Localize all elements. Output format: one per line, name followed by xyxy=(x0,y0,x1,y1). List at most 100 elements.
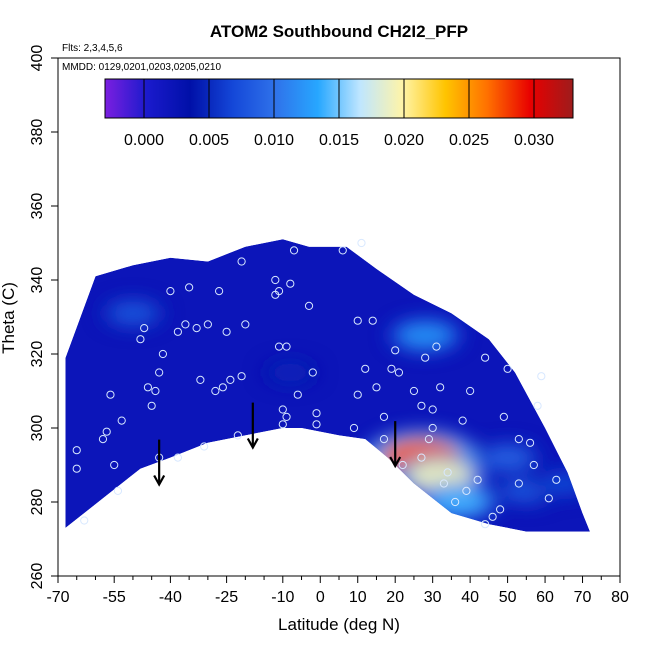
sample-markers xyxy=(72,238,561,529)
y-tick-label: 260 xyxy=(29,563,46,590)
colorbar-tick-label: 0.025 xyxy=(449,132,489,149)
sample-point xyxy=(106,390,115,399)
sample-point xyxy=(136,335,145,344)
sample-point xyxy=(117,416,126,425)
sample-point xyxy=(286,279,295,288)
x-tick-label: 30 xyxy=(424,589,442,606)
flights-annotation: Flts: 2,3,4,5,6 xyxy=(62,43,123,54)
x-tick-label: 50 xyxy=(499,589,517,606)
arrow-head xyxy=(389,456,402,469)
sample-point xyxy=(488,512,497,521)
sample-point xyxy=(274,287,284,296)
sample-point xyxy=(424,435,434,444)
sample-point xyxy=(192,324,201,333)
sample-point xyxy=(525,438,535,447)
dates-annotation: MMDD: 0129,0201,0203,0205,0210 xyxy=(62,62,221,73)
x-tick-label: -25 xyxy=(215,589,238,606)
sample-point xyxy=(196,375,205,384)
sample-point xyxy=(203,320,212,329)
sample-point xyxy=(110,460,119,470)
sample-point xyxy=(211,386,220,396)
hotspot-core xyxy=(483,446,532,469)
hotspot-core xyxy=(269,363,312,382)
colorbar-tick-label: 0.015 xyxy=(319,132,359,149)
x-tick-label: 70 xyxy=(574,589,592,606)
sample-point xyxy=(312,420,321,429)
sample-point xyxy=(357,238,366,248)
sample-point xyxy=(466,386,475,396)
sample-point xyxy=(173,327,182,336)
sample-point xyxy=(409,386,419,396)
x-axis: -70 -55 -40 -25 -10 0 10 20 30 40 50 60 70 80 xyxy=(46,576,629,606)
sample-point xyxy=(391,346,400,355)
sample-point xyxy=(462,486,471,495)
x-tick-label: 0 xyxy=(316,589,325,606)
sample-point xyxy=(372,383,381,392)
sample-point xyxy=(428,423,437,433)
arrow-head xyxy=(246,437,259,450)
sample-point xyxy=(181,320,190,329)
colorbar-tick-label: 0.010 xyxy=(254,132,294,149)
y-axis-label: Theta (C) xyxy=(0,282,18,354)
sample-point xyxy=(368,316,377,325)
sample-point xyxy=(432,342,441,351)
y-tick-label: 380 xyxy=(29,119,46,146)
sample-point xyxy=(185,283,194,292)
sample-point xyxy=(349,423,359,433)
y-axis: 260 280 300 320 340 360 380 400 xyxy=(29,45,58,590)
x-tick-label: -70 xyxy=(46,589,69,606)
sample-point xyxy=(417,401,426,410)
sample-point xyxy=(282,342,291,351)
sample-point xyxy=(173,453,182,462)
sample-point xyxy=(312,409,321,418)
sample-point xyxy=(155,368,164,377)
sample-point xyxy=(278,405,287,414)
sample-point xyxy=(271,275,280,285)
arrow-markers xyxy=(153,402,402,487)
sample-point xyxy=(338,246,347,255)
sample-point xyxy=(544,494,553,503)
chart-title: ATOM2 Southbound CH2I2_PFP xyxy=(210,22,468,41)
sample-point xyxy=(503,364,512,373)
sample-point xyxy=(353,390,362,399)
sample-point xyxy=(143,383,153,392)
sample-point xyxy=(443,468,452,477)
sample-point xyxy=(226,375,235,384)
sample-point xyxy=(514,435,523,444)
colorbar-tick-label: 0.020 xyxy=(384,132,424,149)
sample-point xyxy=(140,324,149,333)
x-tick-label: -55 xyxy=(103,589,126,606)
sample-point xyxy=(158,349,168,359)
arrow-head xyxy=(153,474,166,487)
sample-point xyxy=(421,353,430,362)
colorbar-tick-label: 0.030 xyxy=(514,132,554,149)
colorbar-tick-label: 0.005 xyxy=(189,132,229,149)
sample-point xyxy=(496,505,505,514)
x-tick-label: 40 xyxy=(461,589,479,606)
sample-point xyxy=(98,435,108,444)
sample-point xyxy=(237,372,246,381)
sample-point xyxy=(218,383,227,392)
sample-point xyxy=(237,257,246,266)
sample-point xyxy=(394,368,404,377)
sample-point xyxy=(113,486,123,495)
sample-point xyxy=(481,520,490,529)
sample-point xyxy=(379,412,389,421)
sample-point xyxy=(278,420,287,429)
sample-point xyxy=(215,287,224,296)
sample-point xyxy=(147,401,156,410)
sample-point xyxy=(417,453,426,462)
x-tick-label: 10 xyxy=(349,589,367,606)
x-tick-label: 60 xyxy=(536,589,554,606)
sample-point xyxy=(533,401,542,410)
sample-point xyxy=(387,364,396,373)
x-tick-label: 80 xyxy=(611,589,629,606)
y-tick-label: 300 xyxy=(29,415,46,442)
sample-point xyxy=(102,427,111,436)
sample-point xyxy=(353,316,362,325)
sample-point xyxy=(473,475,482,484)
sample-point xyxy=(222,327,231,336)
hotspot-core xyxy=(109,302,157,325)
